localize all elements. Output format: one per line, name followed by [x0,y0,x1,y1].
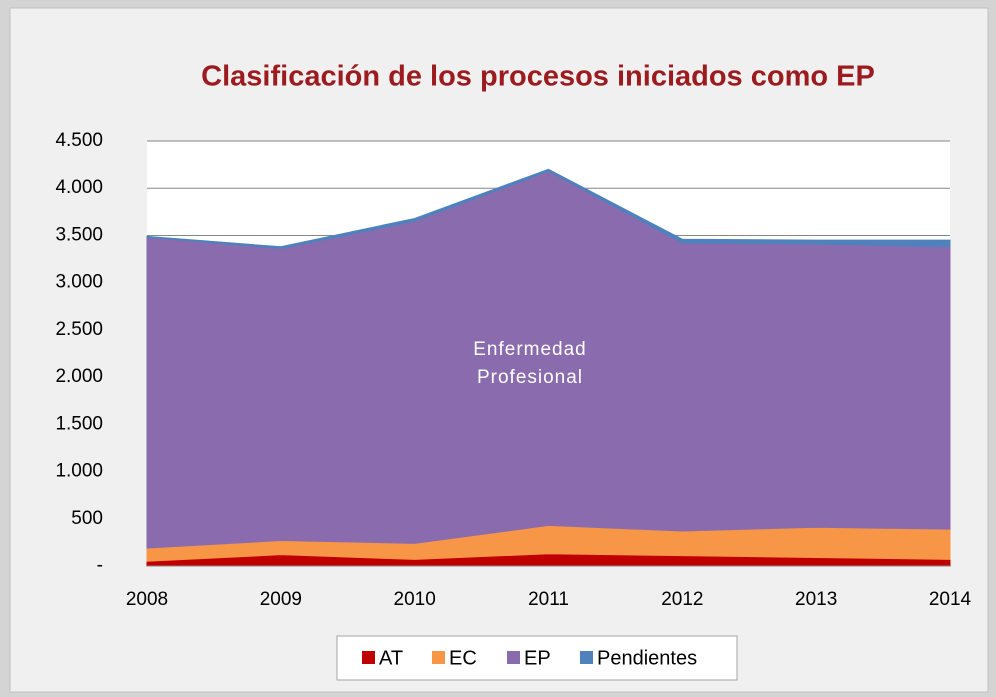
y-tick-label: 4.500 [55,130,103,151]
x-tick-label: 2009 [260,589,302,610]
y-tick-label: 1.500 [55,413,103,434]
x-tick-label: 2010 [394,589,436,610]
legend-box [336,635,738,681]
x-tick-label: 2008 [126,589,168,610]
legend-label: Pendientes [597,647,697,669]
y-tick-label: 2.000 [55,366,103,387]
x-tick-label: 2012 [661,589,703,610]
x-tick-label: 2014 [929,589,972,610]
legend-label: EC [449,647,477,669]
legend-label: AT [379,647,403,669]
annotation: Enfermedad Profesional [473,339,587,388]
x-tick-label: 2013 [795,589,837,610]
legend-swatch [432,651,445,664]
x-tick-label: 2011 [528,589,569,610]
y-tick-label: 500 [71,508,103,529]
y-tick-label: 3.000 [55,272,103,293]
legend-label: EP [524,647,551,669]
area [146,168,951,250]
legend-swatch [362,651,375,664]
y-tick-label: 2.500 [55,319,103,340]
legend-swatch [580,651,593,664]
y-tick-label: 1.000 [55,461,103,482]
chart-title: Clasificación de los procesos iniciados … [201,61,875,93]
legend-swatch [507,651,520,664]
y-tick-label: - [97,555,103,576]
y-tick-label: 4.000 [55,177,103,198]
y-tick-label: 3.500 [55,224,103,245]
